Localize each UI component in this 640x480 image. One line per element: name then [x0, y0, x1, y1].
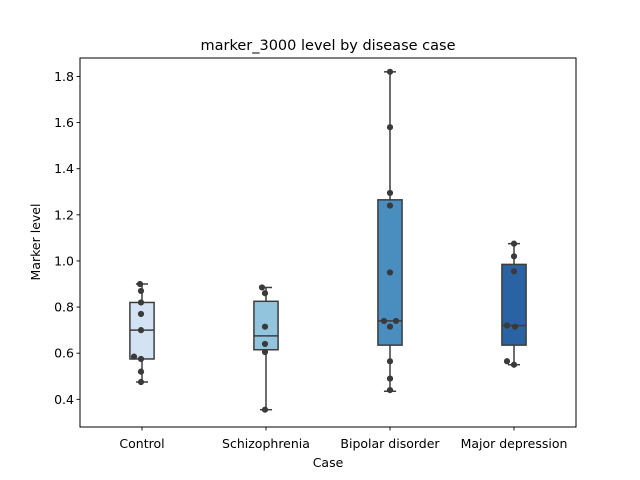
data-point: [130, 353, 138, 360]
data-point: [386, 387, 394, 394]
data-point: [510, 240, 518, 247]
data-point: [386, 124, 394, 131]
data-point: [386, 269, 394, 276]
x-axis: Control Schizophrenia Bipolar disorder Majo…: [119, 427, 567, 451]
data-point: [261, 406, 269, 413]
data-point: [137, 355, 145, 363]
box-group: [253, 286, 279, 411]
data-point: [261, 323, 269, 330]
data-point: [511, 323, 519, 330]
data-point: [386, 323, 394, 330]
y-tick-label: 1.4: [54, 161, 74, 176]
data-point: [503, 322, 511, 329]
data-point: [386, 202, 394, 209]
box-group: [501, 242, 527, 366]
data-point: [510, 268, 518, 275]
y-tick-label: 1.0: [54, 253, 74, 268]
y-tick-label: 0.6: [54, 346, 74, 361]
box: [501, 263, 527, 346]
y-tick-label: 0.8: [54, 300, 74, 315]
y-tick-label: 1.8: [54, 69, 74, 84]
data-point: [510, 253, 518, 260]
box-group: [377, 71, 403, 393]
data-point: [137, 378, 145, 386]
data-point: [386, 189, 394, 197]
y-axis: 0.4 0.6 0.8 1.0 1.2 1.4 1.6 1.8: [54, 69, 80, 407]
x-tick-label: Control: [119, 436, 164, 451]
y-tick-label: 1.2: [54, 207, 74, 222]
data-point: [392, 317, 400, 325]
points-layer: [130, 68, 519, 413]
chart-title: marker_3000 level by disease case: [201, 38, 456, 54]
data-point: [261, 290, 269, 297]
x-tick-label: Major depression: [461, 436, 568, 451]
boxes-layer: [129, 71, 527, 411]
x-axis-label: Case: [313, 455, 344, 470]
plot-frame: [79, 57, 577, 428]
x-tick-label: Bipolar disorder: [340, 436, 440, 451]
data-point: [386, 375, 394, 382]
data-point: [510, 361, 518, 368]
data-point: [261, 340, 269, 348]
data-point: [137, 299, 145, 306]
data-point: [386, 68, 394, 75]
data-point: [380, 317, 388, 325]
data-point: [137, 368, 145, 375]
data-point: [258, 284, 266, 291]
data-point: [386, 358, 394, 365]
data-point: [137, 287, 145, 295]
data-point: [137, 310, 145, 318]
y-axis-label: Marker level: [28, 204, 43, 281]
data-point: [137, 327, 145, 334]
data-point: [261, 348, 269, 356]
y-tick-label: 0.4: [54, 392, 74, 407]
y-tick-label: 1.6: [54, 115, 74, 130]
data-point: [503, 358, 511, 365]
x-tick-label: Schizophrenia: [222, 436, 310, 451]
data-point: [136, 280, 144, 288]
